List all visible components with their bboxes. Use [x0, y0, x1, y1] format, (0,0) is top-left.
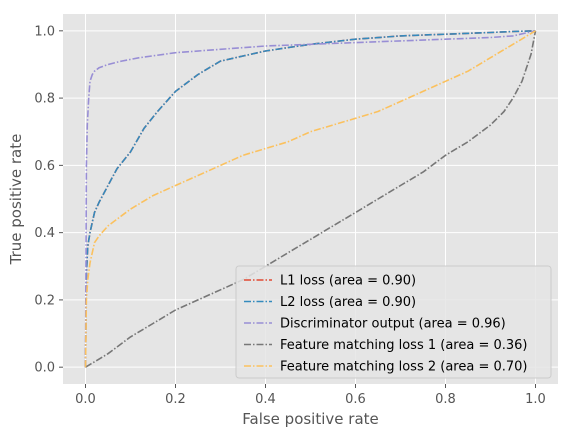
x-tick-label-0: 0.0 [75, 392, 96, 407]
x-tick-label-1: 0.2 [165, 392, 186, 407]
series-line-1 [84, 30, 536, 368]
series-line-3 [85, 30, 537, 368]
grid-lines [63, 14, 558, 384]
legend: L1 loss (area = 0.90) L2 loss (area = 0.9… [235, 265, 552, 379]
x-axis-ticks: 0.0 0.2 0.4 0.6 0.8 1.0 [75, 384, 546, 407]
series-line-4 [84, 30, 536, 368]
legend-entry-2: Discriminator output (area = 0.96) [280, 317, 506, 332]
legend-entry-4: Feature matching loss 2 (area = 0.70) [280, 360, 528, 375]
series-lines [84, 30, 537, 368]
y-axis-ticks: 0.0 0.2 0.4 0.6 0.8 1.0 [34, 24, 63, 376]
x-tick-label-4: 0.8 [435, 392, 456, 407]
y-tick-label-1: 0.2 [34, 293, 55, 308]
y-tick-label-0: 0.0 [34, 361, 55, 376]
x-tick-label-5: 1.0 [525, 392, 546, 407]
y-tick-label-5: 1.0 [34, 24, 55, 39]
legend-entry-3: Feature matching loss 1 (area = 0.36) [280, 338, 528, 353]
legend-frame [235, 265, 552, 379]
y-tick-label-3: 0.6 [34, 159, 55, 174]
x-tick-label-3: 0.6 [345, 392, 366, 407]
x-tick-label-2: 0.4 [255, 392, 276, 407]
x-axis-label: False positive rate [242, 410, 379, 428]
y-axis-label: True positive rate [7, 134, 25, 266]
legend-entry-0: L1 loss (area = 0.90) [280, 274, 416, 289]
legend-entry-1: L2 loss (area = 0.90) [280, 295, 416, 310]
y-tick-label-4: 0.8 [34, 92, 55, 107]
y-tick-label-2: 0.4 [34, 226, 55, 241]
